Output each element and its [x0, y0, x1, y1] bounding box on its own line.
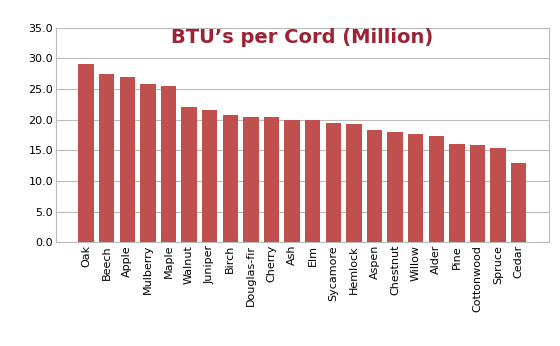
Bar [284, 120, 300, 242]
Bar [367, 130, 382, 242]
Bar [491, 148, 506, 242]
Text: BTU’s per Cord (Million): BTU’s per Cord (Million) [171, 28, 433, 47]
Bar [408, 134, 423, 242]
Bar [325, 123, 341, 242]
Bar [222, 115, 238, 242]
Bar [388, 132, 403, 242]
Bar [161, 86, 176, 242]
Bar [243, 117, 259, 242]
Bar [305, 120, 320, 242]
Bar [120, 77, 135, 242]
Bar [511, 163, 526, 242]
Bar [181, 107, 197, 242]
Bar [99, 74, 114, 242]
Bar [346, 124, 362, 242]
Bar [449, 144, 465, 242]
Bar [264, 117, 279, 242]
Bar [428, 136, 444, 242]
Bar [78, 64, 94, 242]
Bar [202, 110, 217, 242]
Bar [140, 84, 156, 242]
Bar [470, 145, 485, 242]
